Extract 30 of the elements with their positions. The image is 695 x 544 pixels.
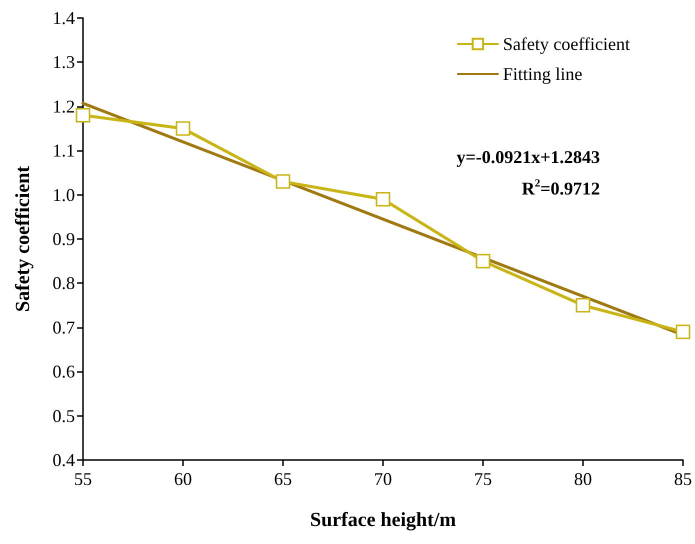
y-tick-label: 0.7 [52,317,75,338]
annotation: y=-0.0921x+1.2843 [456,147,600,167]
y-tick-label: 0.8 [52,273,75,294]
y-tick-label: 0.4 [52,450,75,470]
y-tick-label: 1.2 [52,96,75,116]
y-tick-label: 1.0 [52,184,75,205]
x-axis-title: Surface height/m [310,509,456,531]
y-tick-label: 1.1 [52,140,75,161]
y-tick-label: 1.3 [52,52,75,72]
point [676,324,690,340]
y-tick-label: 0.6 [52,362,75,382]
point [276,174,290,189]
x-tick-label: 65 [274,469,292,489]
x-tick-label: 55 [74,469,92,489]
y-tick-label: 1.4 [52,8,75,28]
y-tick-label: 0.9 [52,229,75,249]
x-tick-label: 80 [574,469,592,489]
point [76,108,90,122]
x-tick-label: 70 [374,469,392,489]
point [376,192,390,206]
x-tick-label: 75 [474,469,492,489]
point [476,254,490,268]
point [576,298,590,313]
point [176,121,190,136]
legend-label: Safety coefficient [502,34,630,54]
legend-label: Fitting line [502,64,582,84]
y-axis-title: Safety coefficient [12,166,34,312]
x-tick-label: 60 [174,469,192,489]
x-tick-label: 85 [674,469,692,489]
y-tick-label: 0.5 [52,406,75,426]
